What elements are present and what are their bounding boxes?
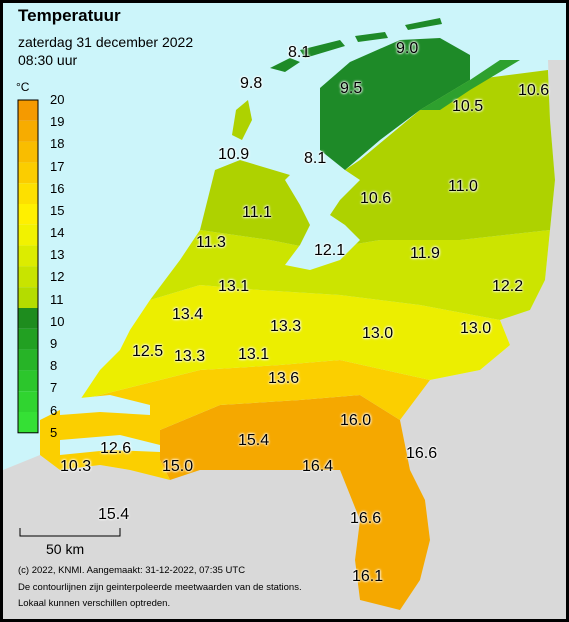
legend-tick-label: 17 (50, 158, 65, 174)
legend-tick-label: 10 (50, 313, 65, 329)
station-value: 13.0 (362, 325, 394, 342)
legend-tick-label: 6 (50, 402, 58, 418)
legend-swatch (18, 266, 38, 288)
station-value: 16.1 (352, 568, 384, 585)
station-value: 9.8 (240, 75, 263, 92)
legend-tick-label: 7 (50, 380, 58, 396)
zone-16-17 (160, 395, 430, 610)
station-value: 13.0 (460, 320, 492, 337)
legend-tick-label: 20 (50, 92, 65, 107)
legend-swatch (18, 308, 38, 329)
station-value: 12.2 (492, 278, 524, 295)
legend-tick-label: 19 (50, 114, 65, 130)
map-date: zaterdag 31 december 2022 (18, 34, 194, 50)
island-terschelling (300, 40, 345, 58)
island-schiermonnikoog (405, 18, 442, 30)
legend-swatch (18, 100, 38, 121)
station-value: 13.1 (218, 278, 250, 295)
legend-swatch (18, 412, 38, 433)
legend-tick-label: 13 (50, 247, 65, 263)
legend-swatch (18, 328, 38, 350)
station-value: 15.4 (98, 506, 130, 523)
station-value: 15.0 (162, 458, 194, 475)
island-texel (232, 100, 252, 140)
station-value: 8.1 (304, 150, 327, 167)
zone-9-10 (420, 60, 520, 110)
station-value: 16.4 (302, 458, 334, 475)
neighbour-land (3, 60, 566, 619)
legend-tick-label: 14 (50, 225, 65, 241)
station-value: 11.3 (196, 234, 226, 251)
legend-swatch (18, 245, 38, 267)
scale-bar (19, 528, 121, 537)
legend-tick-label: 12 (50, 269, 65, 285)
station-value: 11.9 (410, 245, 440, 262)
legend-tick-label: 5 (50, 424, 58, 440)
legend-tick-label: 11 (50, 291, 64, 307)
station-value: 11.0 (448, 178, 478, 195)
station-value: 13.6 (268, 370, 300, 387)
station-value: 10.6 (518, 82, 550, 99)
footer-copyright: (c) 2022, KNMI. Aangemaakt: 31-12-2022, … (18, 565, 246, 576)
station-value: 16.6 (406, 445, 438, 462)
station-value: 10.6 (360, 190, 392, 207)
station-value: 13.3 (270, 318, 302, 335)
zone-12-13 (150, 230, 550, 320)
legend-swatch (18, 120, 38, 142)
station-value: 13.3 (174, 348, 206, 365)
legend-tick-label: 16 (50, 180, 65, 196)
legend-swatch (18, 162, 38, 184)
map-time: 08:30 uur (18, 52, 78, 68)
station-value: 16.6 (350, 510, 382, 527)
island-vlieland (270, 58, 300, 72)
station-value: 9.0 (396, 40, 419, 57)
legend-swatch (18, 183, 38, 204)
footer-note-2: Lokaal kunnen verschillen optreden. (18, 598, 171, 609)
map-title: Temperatuur (18, 6, 121, 25)
station-value: 13.4 (172, 306, 204, 323)
zone-10-12 (200, 70, 555, 250)
station-value: 12.6 (100, 440, 132, 457)
legend-border (17, 99, 39, 434)
station-value: 16.0 (340, 412, 372, 429)
legend-color-bar (17, 99, 39, 434)
station-value: 8.1 (288, 44, 311, 61)
legend-tick-label: 8 (50, 358, 58, 374)
footer-note-1: De contourlijnen zijn geinterpoleerde me… (18, 582, 302, 593)
legend-swatch (18, 287, 38, 308)
ijsselmeer (285, 150, 360, 270)
scale-label: 50 km (46, 541, 85, 557)
legend-swatch (18, 141, 38, 163)
station-value: 12.5 (132, 343, 164, 360)
legend-swatch (18, 370, 38, 392)
island-ameland (355, 32, 388, 42)
zeeland-water (60, 395, 160, 455)
legend-tick-label: 15 (50, 202, 65, 218)
legend-swatch (18, 349, 38, 371)
zone-13-15 (80, 285, 510, 400)
station-value: 11.1 (242, 204, 272, 221)
legend-tick-label: 9 (50, 336, 58, 352)
legend-unit: °C (16, 80, 30, 94)
legend-tick-label: 18 (50, 136, 65, 152)
station-value: 12.1 (314, 242, 346, 259)
station-value: 9.5 (340, 80, 363, 97)
legend-swatch (18, 204, 38, 225)
station-value: 10.5 (452, 98, 484, 115)
legend-swatch (18, 224, 38, 246)
station-value: 13.1 (238, 346, 270, 363)
zone-8-10 (320, 38, 470, 170)
station-value: 15.4 (238, 432, 270, 449)
station-value: 10.9 (218, 146, 250, 163)
legend-swatch (18, 391, 38, 412)
station-value: 10.3 (60, 458, 92, 475)
